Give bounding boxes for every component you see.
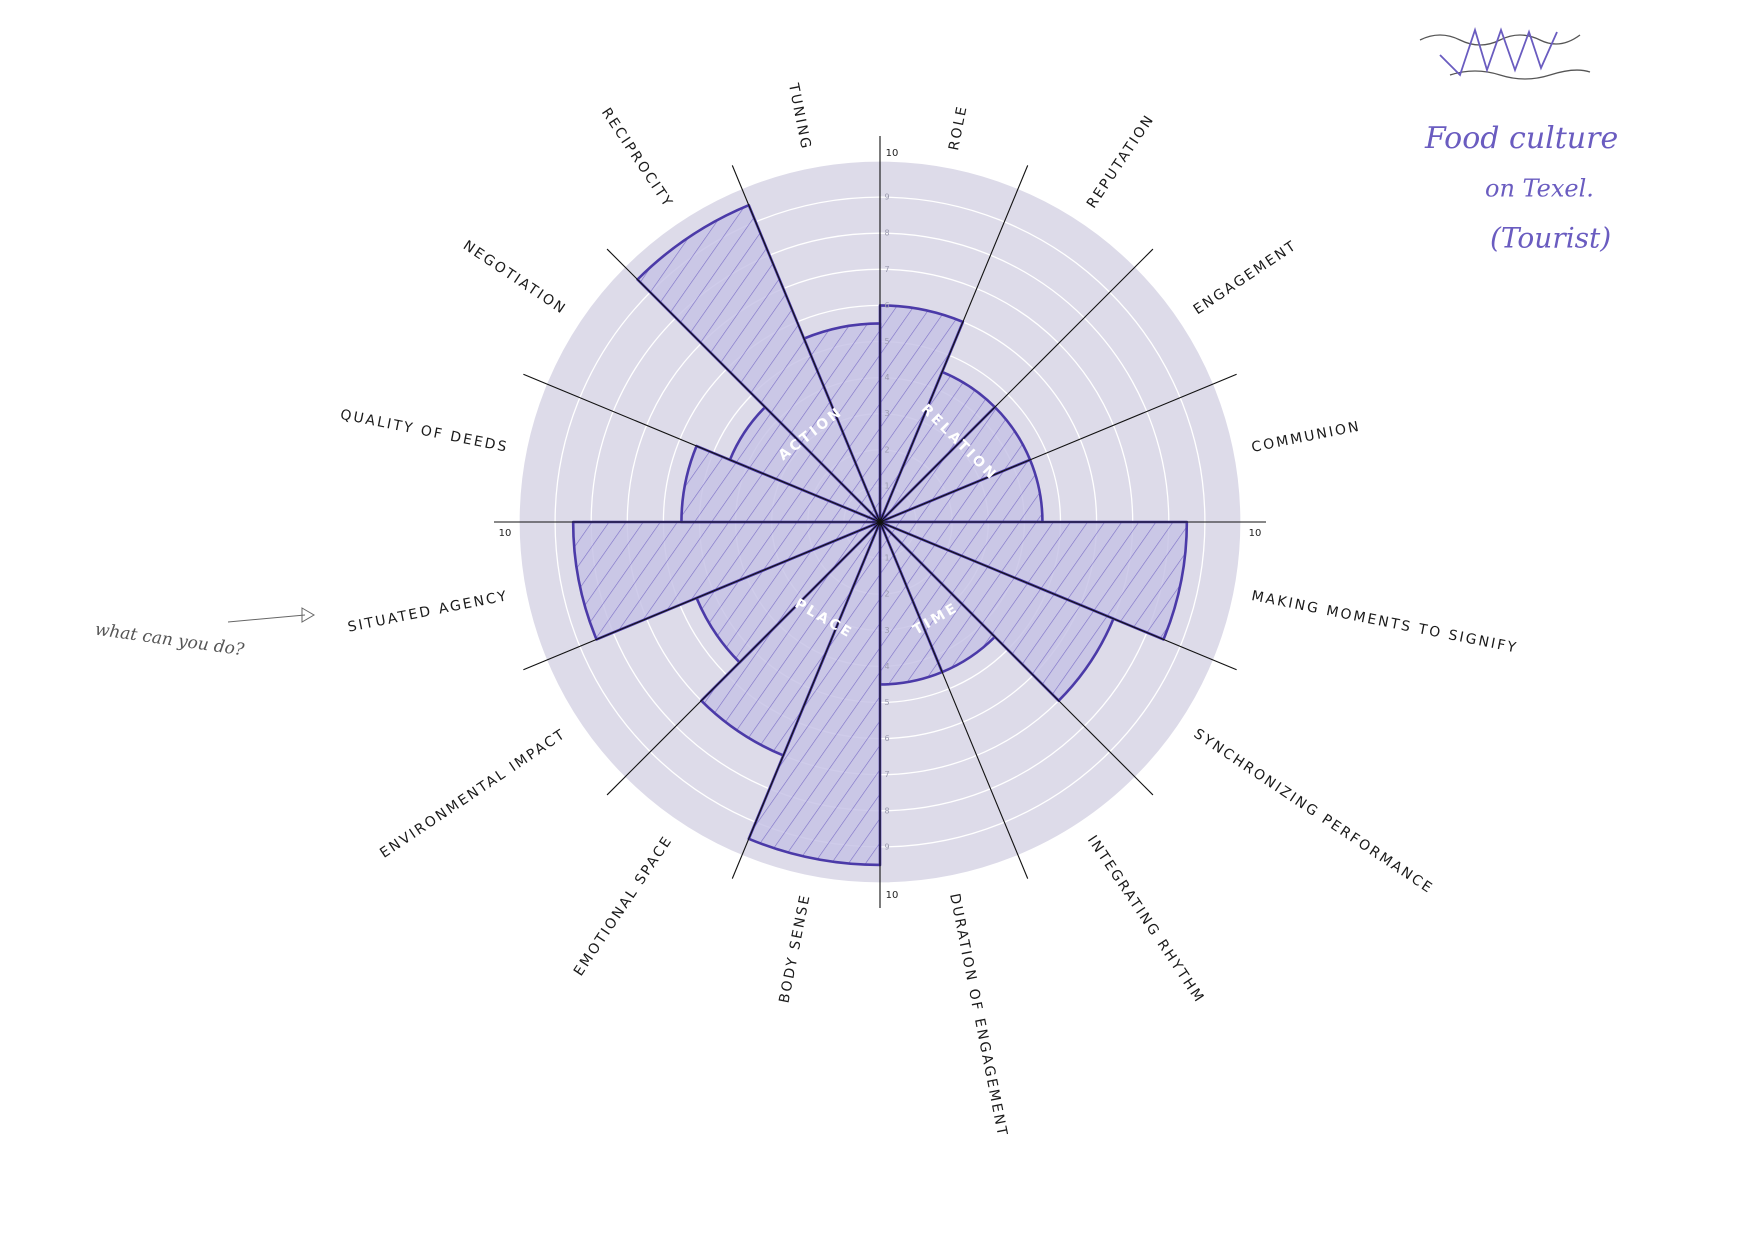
divider-line — [879, 165, 1029, 523]
r-tick-label: 10 — [886, 148, 899, 159]
category-label: ENVIRONMENTAL IMPACT — [377, 726, 569, 862]
r-tick-label: 3 — [884, 409, 889, 418]
r-tick-label: 10 — [499, 528, 512, 539]
handwritten-annotation: (Tourist) — [1490, 222, 1611, 255]
divider-line — [879, 521, 1029, 879]
r-tick-label: 1 — [884, 481, 889, 490]
handwritten-annotation: what can you do? — [94, 620, 247, 661]
divider-line — [606, 521, 881, 796]
category-label: INTEGRATING RHYTHM — [1084, 833, 1208, 1007]
category-label: EMOTIONAL SPACE — [571, 833, 676, 979]
divider-line — [879, 521, 1237, 671]
category-label: TUNING — [785, 81, 814, 152]
r-tick-label: 9 — [884, 842, 889, 851]
r-tick-label: 7 — [884, 265, 889, 274]
wedge — [636, 203, 882, 524]
r-tick-label: 5 — [884, 698, 889, 707]
r-tick-label: 6 — [884, 734, 889, 743]
r-tick-label: 10 — [1249, 528, 1262, 539]
r-tick-label: 8 — [884, 806, 889, 815]
r-tick-label: 9 — [884, 193, 889, 202]
crossed-out-scribble — [1419, 27, 1591, 80]
category-label: ENGAGEMENT — [1191, 237, 1301, 318]
divider-line — [879, 373, 1237, 523]
r-tick-label: 6 — [884, 301, 889, 310]
r-tick-label: 7 — [884, 770, 889, 779]
category-label: SITUATED AGENCY — [346, 588, 509, 636]
r-tick-label: 10 — [886, 890, 899, 901]
category-label: NEGOTIATION — [460, 238, 569, 318]
category-label: QUALITY OF DEEDS — [339, 407, 510, 456]
wedge — [571, 520, 882, 641]
handwritten-annotation: Food culture — [1424, 121, 1618, 156]
category-label: SYNCHRONIZING PERFORMANCE — [1191, 726, 1437, 897]
category-label: REPUTATION — [1084, 111, 1158, 211]
wedge — [878, 520, 1189, 641]
category-label: COMMUNION — [1250, 419, 1362, 456]
r-tick-label: 2 — [884, 590, 889, 599]
divider-line — [523, 373, 881, 523]
category-label: RECIPROCITY — [598, 105, 676, 211]
r-tick-label: 5 — [884, 337, 889, 346]
category-label: BODY SENSE — [776, 892, 813, 1004]
r-tick-label: 3 — [884, 626, 889, 635]
r-tick-label: 1 — [884, 554, 889, 563]
divider-line — [606, 248, 881, 523]
divider-line — [879, 248, 1154, 523]
category-label: ROLE — [946, 103, 971, 151]
handwritten-arrow — [227, 607, 315, 623]
r-tick-label: 8 — [884, 229, 889, 238]
category-label: DURATION OF ENGAGEMENT — [946, 892, 1010, 1139]
r-tick-label: 2 — [884, 445, 889, 454]
r-tick-label: 4 — [884, 373, 889, 382]
handwritten-annotation: on Texel. — [1485, 175, 1594, 203]
divider-line — [731, 165, 881, 523]
category-label: MAKING MOMENTS TO SIGNIFY — [1250, 588, 1519, 657]
wedge — [747, 520, 882, 867]
divider-line — [731, 521, 881, 879]
divider-line — [523, 521, 881, 671]
divider-line — [879, 521, 1154, 796]
r-tick-label: 4 — [884, 662, 889, 671]
